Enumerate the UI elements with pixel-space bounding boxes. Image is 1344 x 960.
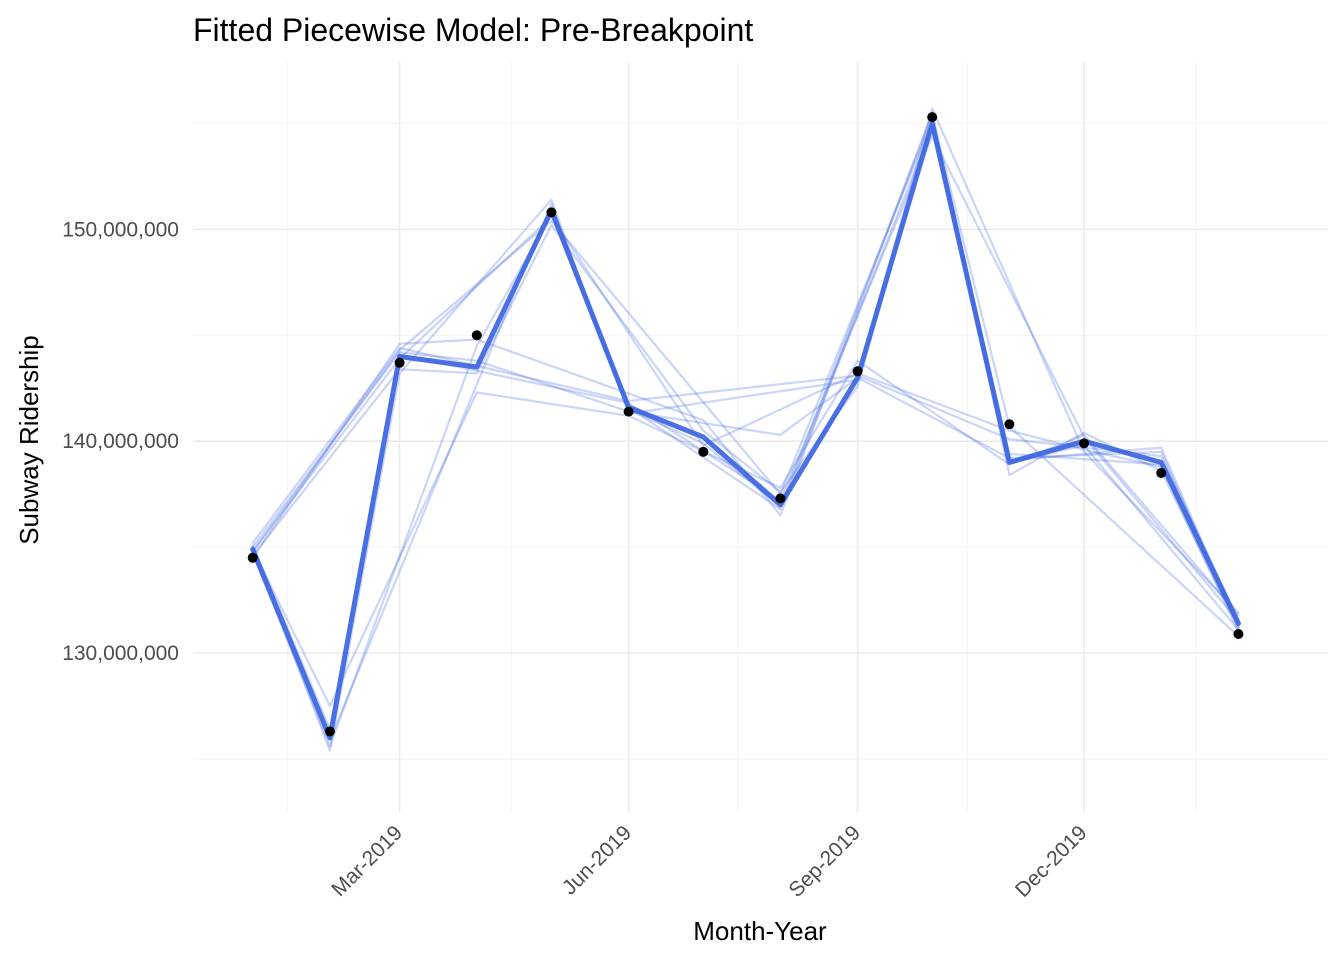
fitted-line [251, 351, 1240, 629]
observed-point [1079, 438, 1090, 449]
grid-layer [193, 62, 1328, 812]
y-tick-label: 130,000,000 [62, 642, 179, 665]
observed-point [852, 366, 863, 377]
fitted-line [251, 111, 1240, 629]
observed-point [698, 446, 709, 457]
observed-point [1233, 629, 1244, 639]
fitted-line [250, 120, 1241, 741]
y-axis-title: Subway Ridership [14, 335, 44, 545]
fitted-lines-layer [250, 107, 1241, 752]
fitted-line [251, 359, 1240, 708]
y-axis-ticks: 130,000,000 140,000,000 150,000,000 [62, 218, 179, 665]
observed-point [324, 726, 335, 737]
observed-point [471, 330, 482, 341]
fitted-line [251, 120, 1240, 627]
observed-point [623, 406, 634, 417]
x-axis-title: Month-Year [693, 916, 827, 946]
observed-points-layer [247, 112, 1244, 737]
observed-point [1004, 419, 1015, 430]
fitted-line [251, 113, 1240, 742]
y-tick-label: 140,000,000 [62, 430, 179, 453]
y-tick-label: 150,000,000 [62, 218, 179, 241]
observed-point [775, 493, 786, 504]
observed-point [394, 357, 405, 368]
fitted-line [251, 126, 1240, 748]
fitted-line [251, 118, 1240, 627]
chart-title: Fitted Piecewise Model: Pre-Breakpoint [193, 12, 753, 48]
observed-point [546, 207, 557, 218]
observed-point [927, 112, 938, 123]
observed-point [1156, 468, 1167, 478]
observed-point [247, 552, 258, 563]
